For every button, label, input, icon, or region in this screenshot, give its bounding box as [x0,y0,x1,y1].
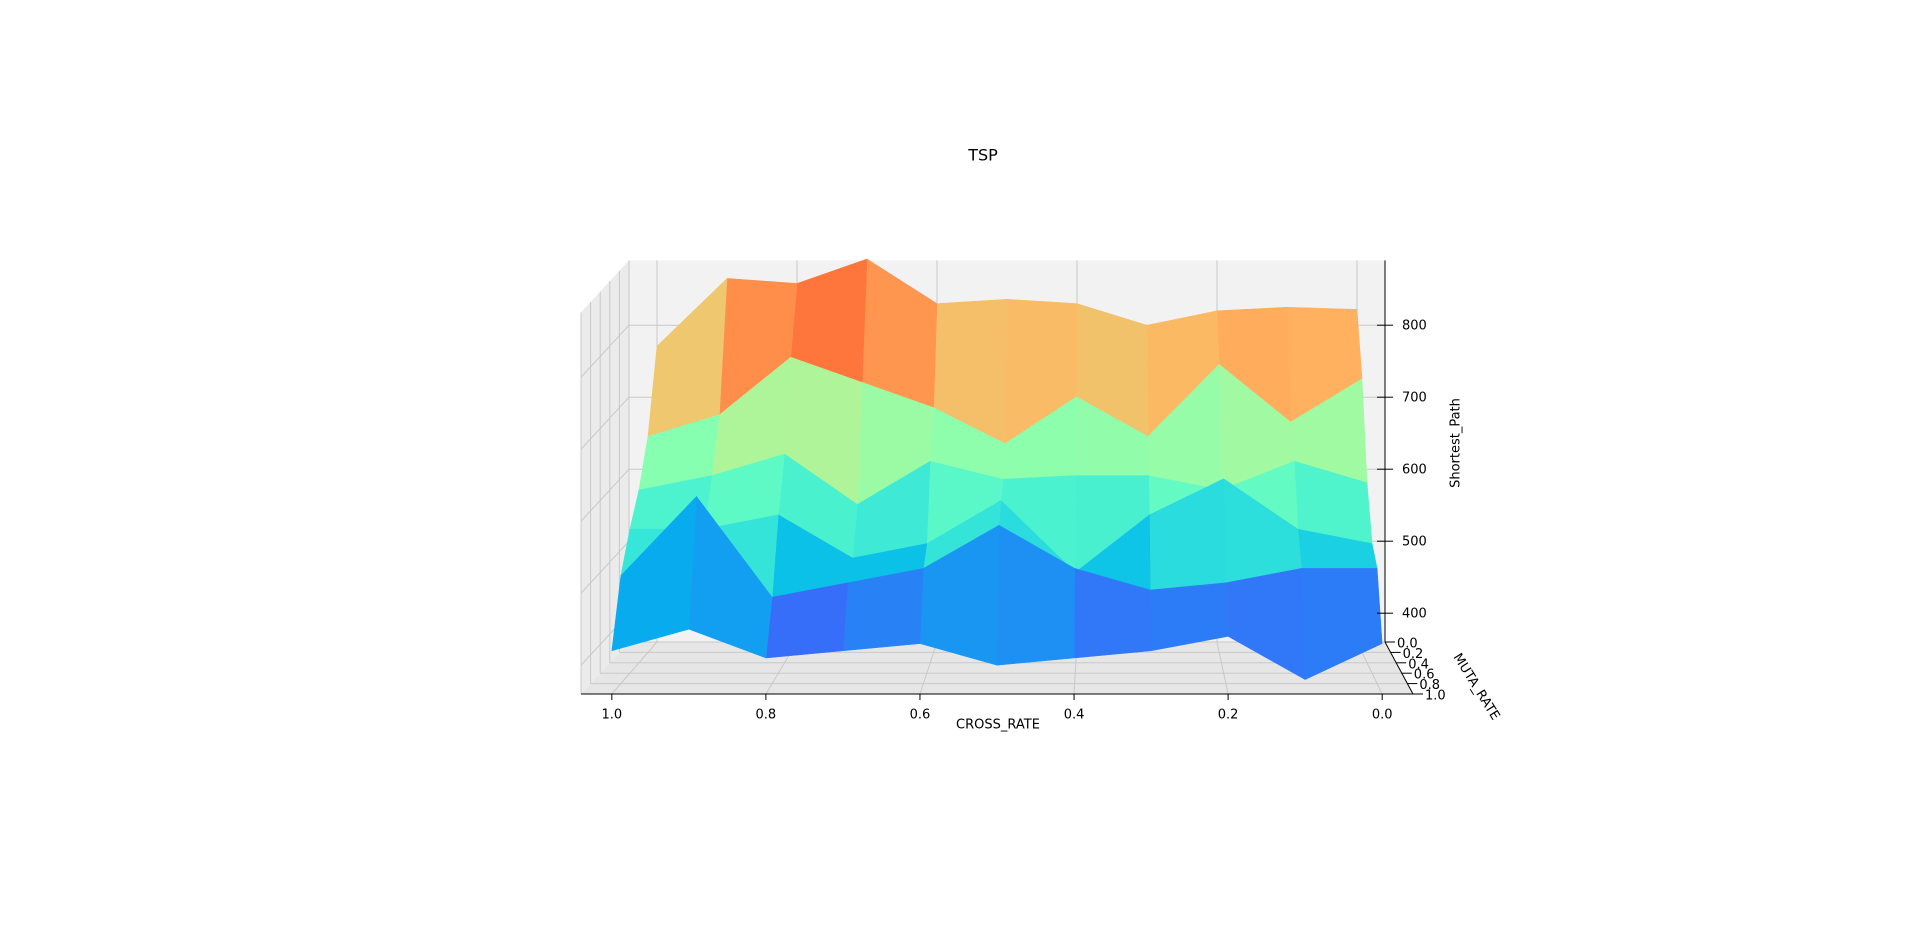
z-tick-label: 700 [1402,391,1427,406]
grid-line [580,468,630,522]
chart-title: TSP [967,146,998,165]
z-tick-label: 800 [1402,319,1427,334]
grid-line [580,396,630,450]
y-tick-label: 0.2 [1403,647,1424,662]
x-tick-label: 0.4 [1064,708,1085,723]
x-tick-label: 0.2 [1218,708,1239,723]
side-pane [581,260,629,694]
z-tick-label: 500 [1402,535,1427,550]
y-axis-label: MUTA_RATE [1450,651,1503,723]
grid-line [580,324,630,378]
grid-line [919,641,938,695]
x-tick-label: 0.6 [910,708,931,723]
y-tick-label: 1.0 [1425,689,1446,704]
x-tick-label: 1.0 [601,708,622,723]
z-tick-label: 400 [1402,607,1427,622]
y-tick-label: 0.6 [1414,668,1435,683]
y-tick-label: 0.0 [1397,637,1418,652]
surface-patch [611,495,697,652]
grid-line [1216,641,1229,695]
grid-line [580,540,630,594]
grid-line [611,641,658,695]
y-tick-label: 0.8 [1419,678,1440,693]
x-tick-label: 0.0 [1372,708,1393,723]
x-axis-label: CROSS_RATE [956,718,1040,733]
y-axis-line [1384,641,1414,695]
y-tick-label: 0.4 [1408,657,1429,672]
x-tick-label: 0.8 [756,708,777,723]
z-tick-label: 600 [1402,463,1427,478]
z-axis-label: Shortest_Path [1449,398,1464,488]
